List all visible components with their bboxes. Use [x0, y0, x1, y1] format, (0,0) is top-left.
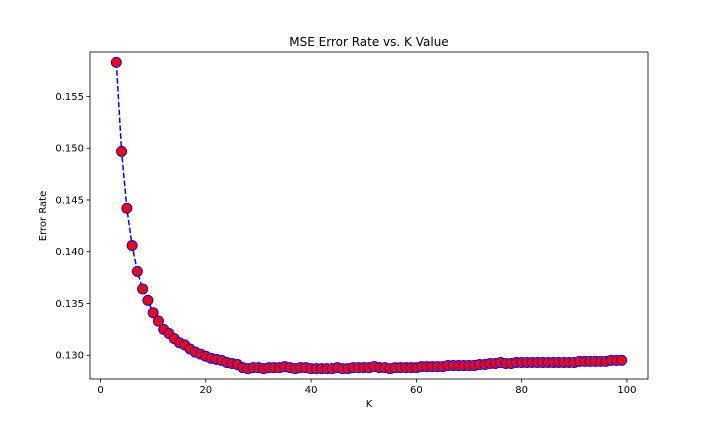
- data-point-marker: [137, 283, 149, 295]
- y-tick-label: 0.130: [55, 351, 84, 362]
- y-tick-label: 0.155: [55, 92, 84, 103]
- data-point-marker: [616, 354, 628, 366]
- x-axis-ticks: 0 20 40 60 80 100: [97, 379, 636, 396]
- y-tick-label: 0.135: [55, 299, 84, 310]
- x-tick-label: 40: [305, 385, 318, 396]
- y-axis-label: Error Rate: [38, 191, 49, 241]
- x-tick-label: 20: [199, 385, 212, 396]
- data-point-marker: [116, 145, 128, 157]
- data-point-marker: [121, 202, 133, 214]
- y-tick-label: 0.140: [55, 247, 84, 258]
- error-rate-markers: [110, 56, 628, 375]
- y-tick-label: 0.145: [55, 195, 84, 206]
- data-point-marker: [110, 56, 122, 68]
- plot-frame: [89, 51, 649, 380]
- data-point-marker: [152, 315, 164, 327]
- chart-title: MSE Error Rate vs. K Value: [289, 35, 448, 49]
- data-point-marker: [131, 265, 143, 277]
- x-tick-label: 0: [97, 385, 103, 396]
- x-tick-label: 100: [617, 385, 636, 396]
- x-tick-label: 60: [410, 385, 423, 396]
- x-axis-label: K: [366, 399, 373, 410]
- x-tick-label: 80: [515, 385, 528, 396]
- data-point-marker: [147, 307, 159, 319]
- y-axis-ticks: 0.130 0.135 0.140 0.145 0.150 0.155: [55, 92, 90, 362]
- y-tick-label: 0.150: [55, 144, 84, 155]
- data-point-marker: [126, 240, 138, 252]
- data-point-marker: [142, 294, 154, 306]
